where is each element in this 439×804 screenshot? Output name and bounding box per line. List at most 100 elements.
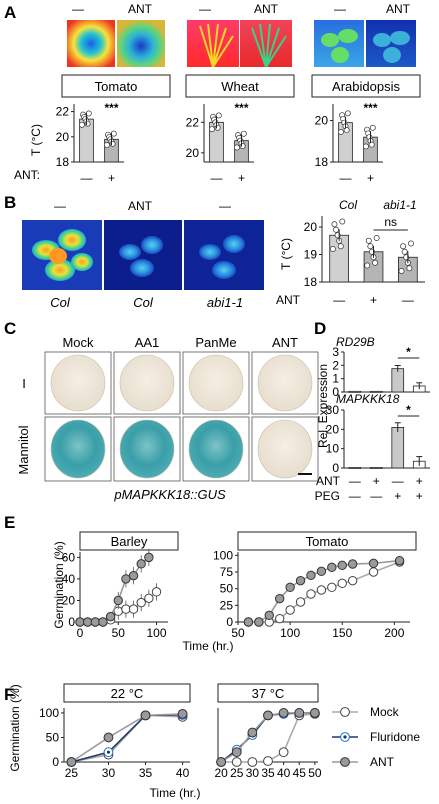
series-point-open	[128, 604, 139, 614]
panel-b-chart-header-abi1: abi1-1	[383, 198, 416, 212]
panel-f-legend: Mock Fluridone ANT	[332, 705, 420, 769]
data-point	[408, 240, 414, 247]
data-point	[400, 243, 407, 250]
thermal-image-tomato-ant	[117, 20, 165, 67]
series-line-gray	[70, 713, 183, 763]
y-tick-label: 100	[39, 706, 59, 720]
col-label-mock: Mock	[62, 335, 94, 350]
series-point-gray	[309, 708, 320, 718]
series-point-gray	[82, 617, 93, 627]
panel-a-chart-wheat: 22 20 — + ***	[186, 101, 254, 185]
y-tick-label: 30	[326, 403, 340, 417]
chart-title-box	[237, 531, 417, 551]
series-point-gray	[264, 610, 274, 621]
panel-b-ylabel: T (°C)	[279, 238, 293, 270]
x-tick-label: 40	[176, 766, 190, 780]
bar	[391, 368, 405, 393]
y-tick-label: 19	[304, 248, 318, 262]
y-tick-label: 40	[62, 572, 76, 586]
data-point	[367, 243, 374, 250]
data-point	[365, 237, 372, 244]
series-point-gray	[105, 611, 116, 622]
data-point	[406, 265, 413, 272]
panel-a-ylabel: T (°C)	[29, 124, 43, 156]
data-point	[333, 226, 339, 233]
series-point-open	[306, 589, 316, 599]
abi1-mock-rosette	[199, 235, 245, 279]
chart-title-box	[217, 683, 319, 703]
data-point	[103, 142, 110, 148]
panel-d-gene-rd29b: RD29B	[336, 335, 375, 349]
panel-a-chart-tomato: 22 20 18 — + ***	[56, 101, 124, 185]
data-point	[214, 124, 221, 131]
species-box-tomato	[61, 74, 171, 98]
data-point	[398, 268, 405, 274]
y-tick-label: 0	[68, 615, 75, 629]
species-label-arabidopsis: Arabidopsis	[332, 79, 400, 94]
y-tick-label: 20	[326, 422, 340, 436]
x-tick-label: +	[367, 171, 374, 185]
data-point	[329, 246, 336, 252]
leaf-image	[119, 419, 175, 479]
x-tick-label: 100	[147, 626, 167, 640]
series-point-gray	[136, 559, 146, 569]
panel-a-wheat-ant-label: ANT	[254, 2, 279, 16]
y-tick-label: 60	[62, 550, 76, 564]
leaf-image	[50, 354, 106, 412]
leaf-image	[257, 419, 313, 479]
treatment-mark: +	[373, 474, 380, 488]
series-point-open	[231, 757, 242, 767]
y-tick-label: 22	[186, 115, 200, 129]
series-point-gray	[90, 617, 101, 627]
thermal-image-tomato-mock	[67, 20, 115, 67]
x-tick-label: 40	[277, 766, 291, 780]
series-point-gray	[247, 727, 258, 738]
legend-label: ANT	[370, 755, 395, 769]
panel-letter-f: F	[4, 685, 14, 704]
data-point	[373, 235, 380, 241]
series-point-core	[106, 750, 111, 754]
panel-b-col-ant-label: ANT	[128, 199, 153, 213]
species-box-arabidopsis	[311, 74, 421, 98]
panel-d-treatment-rows: ANT — + — +PEG — — + +	[315, 474, 423, 503]
y-tick-label: 0	[332, 385, 339, 399]
species-box-wheat	[185, 74, 295, 98]
panel-letter-d: D	[314, 319, 326, 338]
series-point-open	[274, 613, 285, 624]
series-point-gray	[75, 617, 85, 627]
data-point	[372, 259, 379, 266]
panel-a-arab-mock-label: —	[334, 2, 346, 16]
series-point-gray	[216, 757, 227, 767]
x-tick-label: 0	[77, 626, 84, 640]
x-tick-label: +	[108, 171, 115, 185]
treatment-mark: —	[349, 474, 361, 488]
thermal-image-abi1-mock	[184, 220, 264, 290]
y-tick-label: 25	[220, 598, 234, 612]
series-point-gray	[337, 560, 347, 571]
series-point-gray	[231, 747, 242, 758]
x-tick-label: 150	[332, 626, 352, 640]
treatment-row-label: PEG	[315, 489, 340, 503]
series-point-gray	[295, 575, 306, 586]
y-tick-label: 18	[304, 275, 318, 289]
x-tick-label: —	[340, 171, 352, 185]
legend-marker	[340, 707, 350, 717]
leaf-image	[119, 354, 175, 412]
data-point	[215, 112, 222, 119]
y-tick-label: 0	[52, 755, 59, 769]
data-point	[339, 218, 346, 225]
significance-marker: *	[406, 403, 411, 417]
panel-b-genotype-col-2: Col	[133, 295, 154, 310]
series-point-gray	[263, 710, 273, 721]
bar	[391, 426, 405, 469]
arabidopsis-ant-rosette	[373, 31, 410, 63]
row-label-mannitol: Mannitol	[16, 425, 31, 474]
significance-marker: ***	[363, 101, 377, 115]
x-tick-label: —	[333, 293, 345, 307]
data-point	[362, 143, 369, 150]
y-tick-label: 20	[315, 114, 329, 128]
series-point-open	[144, 593, 154, 604]
series-point-gray	[177, 708, 188, 719]
series-point-gray	[347, 559, 358, 569]
arabidopsis-mock-rosette	[321, 29, 358, 63]
